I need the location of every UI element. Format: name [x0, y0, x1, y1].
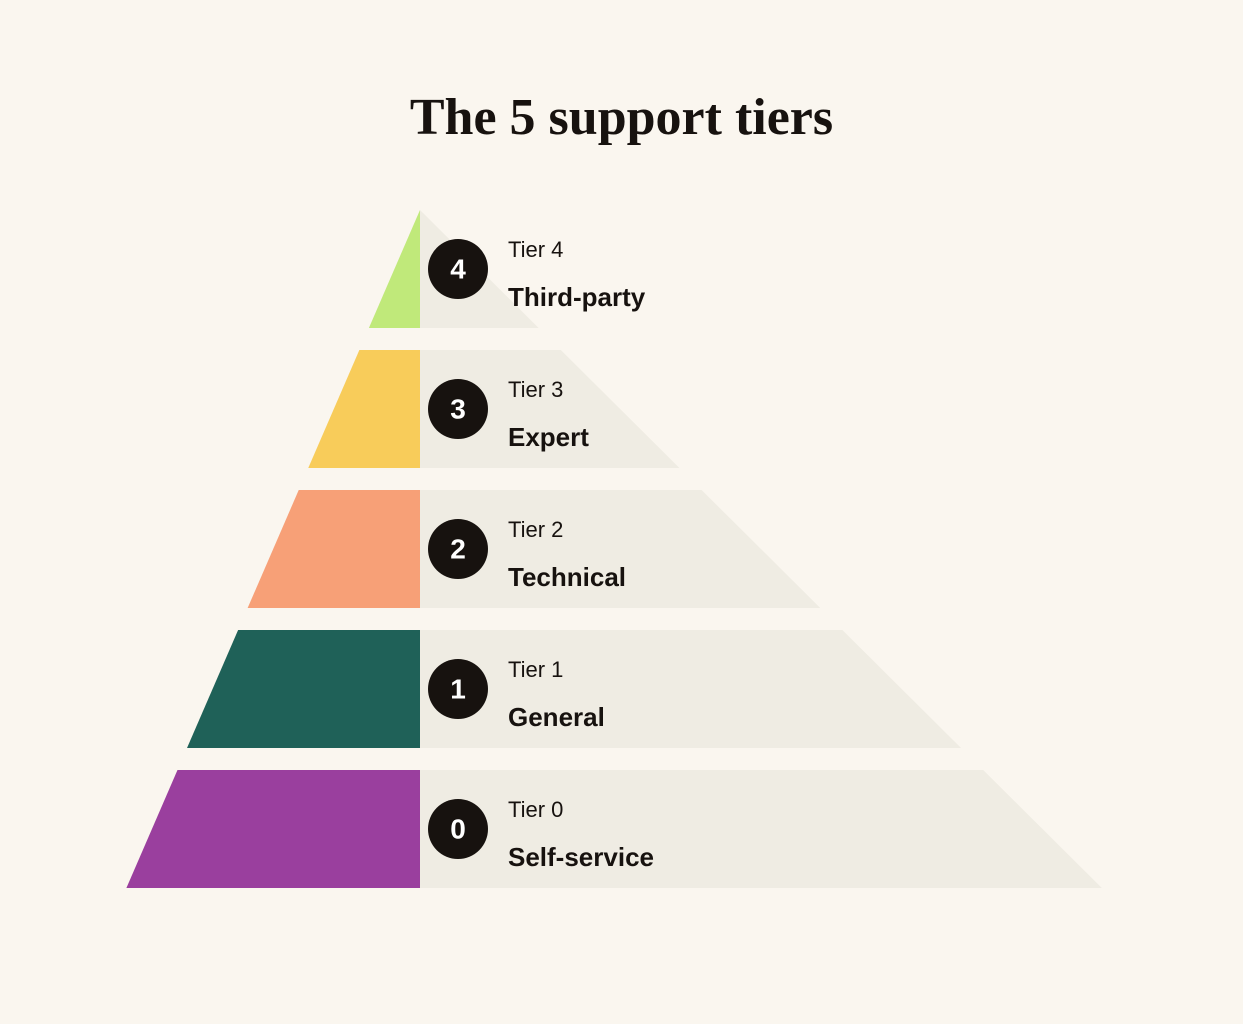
tier-badge-number: 1 — [450, 674, 466, 705]
tier-small-label: Tier 4 — [508, 237, 563, 262]
tier-badge-number: 2 — [450, 534, 466, 565]
tier-color-wedge — [187, 630, 420, 748]
tier-badge-number: 0 — [450, 814, 466, 845]
tier-badge-number: 4 — [450, 254, 466, 285]
support-tiers-pyramid: 4 Tier 4 Third-party 3 Tier 3 Expert 2 Tier 2 Te… — [0, 0, 1243, 1024]
tier-color-wedge — [126, 770, 420, 888]
tier-color-wedge — [308, 350, 420, 468]
tier-name-label: Third-party — [508, 282, 646, 312]
tier-small-label: Tier 1 — [508, 657, 563, 682]
tier-color-wedge — [369, 210, 420, 328]
tier-small-label: Tier 0 — [508, 797, 563, 822]
tier-name-label: Expert — [508, 422, 589, 452]
tier-small-label: Tier 2 — [508, 517, 563, 542]
infographic-canvas: The 5 support tiers 4 Tier 4 Third-party 3 T… — [0, 0, 1243, 1024]
tier-color-wedge — [248, 490, 420, 608]
tier-name-label: General — [508, 702, 605, 732]
tier-small-label: Tier 3 — [508, 377, 563, 402]
tier-name-label: Technical — [508, 562, 626, 592]
tier-name-label: Self-service — [508, 842, 654, 872]
chart-title: The 5 support tiers — [0, 88, 1243, 147]
tier-badge-number: 3 — [450, 394, 466, 425]
